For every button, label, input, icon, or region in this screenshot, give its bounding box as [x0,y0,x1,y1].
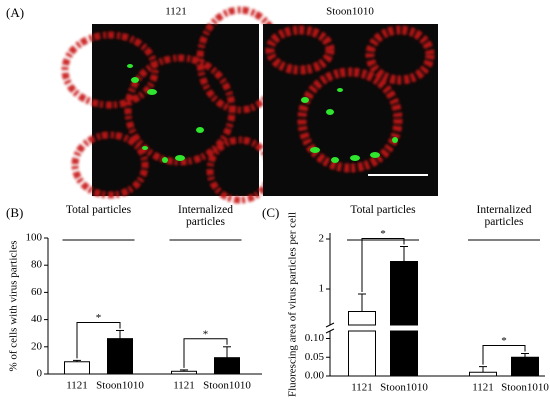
group-label: Internalized particles [178,204,233,228]
significance-bracket [76,321,121,359]
y-tick-label: 0.10 [305,332,325,344]
x-tick-label: 1121 [173,380,195,392]
bar [214,357,240,375]
y-tick-label: 60 [31,286,43,298]
bar [511,356,539,377]
y-tick-label: 80 [31,259,43,271]
x-tick-label: Stoon1010 [501,382,549,394]
group-label: Total particles [65,204,132,216]
bar [107,338,133,375]
x-tick-label: 1121 [472,382,494,394]
x-tick-label: 1121 [66,380,88,392]
image-label: Stoon1010 [326,6,374,18]
bar [390,261,418,326]
y-axis-label: % of cells with virus particles [8,240,20,371]
panel-label: (A) [6,5,24,20]
y-tick-label: 2 [319,233,325,245]
y-axis-label: Fluorescing area of virus particles per … [287,212,299,397]
y-tick-label: 20 [31,340,43,352]
significance-label: * [380,228,386,240]
group-label: Total particles [350,204,416,216]
bar [171,370,197,375]
y-tick-label: 100 [26,232,43,244]
image-label: 1121 [165,6,187,18]
bar [348,330,376,377]
group-label: Internalized particles [476,204,532,228]
bar [64,361,90,375]
significance-label: * [96,312,102,324]
bar [348,311,376,326]
significance-label: * [501,335,507,347]
axis-break [325,328,335,334]
y-tick-label: 0 [37,368,43,380]
y-tick-label: 40 [31,313,43,325]
x-tick-label: Stoon1010 [203,380,251,392]
micrograph [61,6,438,204]
significance-bracket [482,345,526,365]
x-tick-label: 1121 [351,382,373,394]
x-tick-label: Stoon1010 [96,380,144,392]
significance-label: * [203,328,209,340]
significance-bracket [183,338,228,368]
axis-break [325,322,335,328]
y-tick-label: 0.05 [305,351,325,363]
panel-label: (B) [6,205,23,220]
y-tick-label: 1 [319,283,325,295]
panel-label: (C) [262,205,279,220]
bar [469,371,497,377]
x-tick-label: Stoon1010 [380,382,428,394]
significance-bracket [361,238,405,292]
bar [390,330,418,377]
y-tick-label: 0.00 [305,370,325,382]
